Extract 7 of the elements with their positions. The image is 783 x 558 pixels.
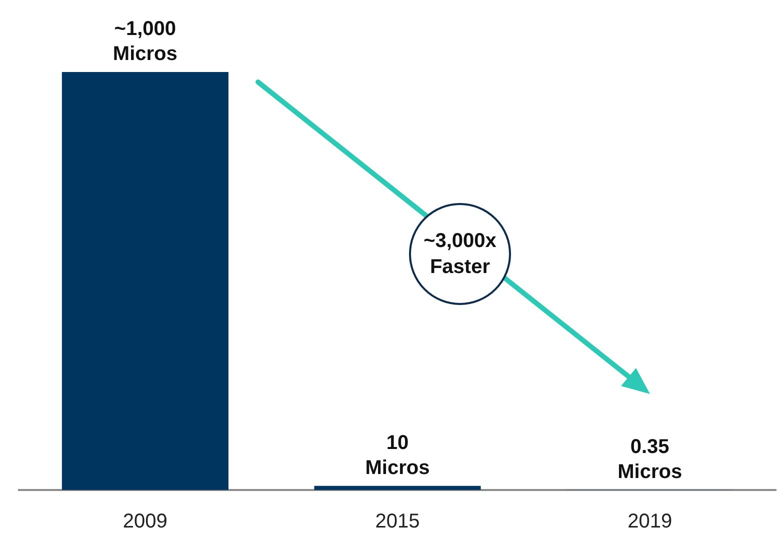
data-label: 0.35 Micros xyxy=(618,436,682,483)
data-label: 10 Micros xyxy=(365,432,430,479)
data-label: ~1,000 Micros xyxy=(112,18,178,65)
x-tick-label: 2019 xyxy=(628,510,672,533)
x-tick-label: 2015 xyxy=(375,510,420,533)
circle-badge: ~3,000x Faster xyxy=(409,203,511,305)
x-tick-label: 2009 xyxy=(122,510,168,533)
